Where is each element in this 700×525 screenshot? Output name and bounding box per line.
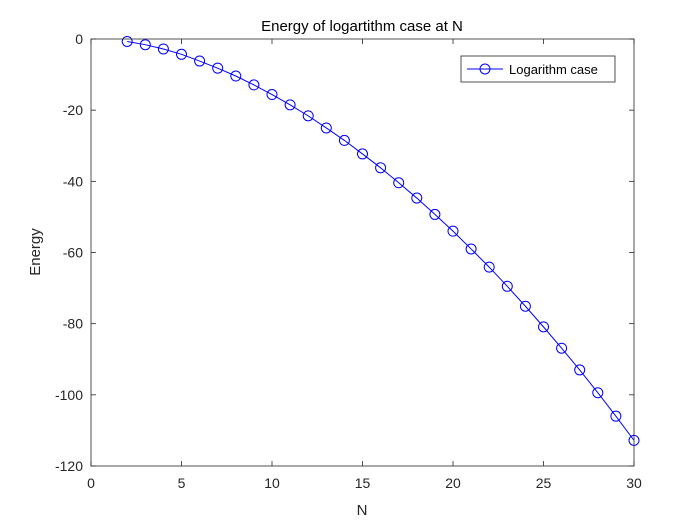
data-point (610, 410, 622, 422)
y-tick-label: -40 (63, 173, 83, 189)
data-point (230, 70, 242, 82)
series-layer (121, 35, 640, 446)
data-point (592, 387, 604, 399)
data-point (556, 342, 568, 354)
x-tick-label: 30 (626, 475, 642, 491)
data-point (411, 192, 423, 204)
y-tick-label: 0 (75, 31, 83, 47)
data-point (121, 35, 133, 47)
y-tick-label: -120 (55, 458, 83, 474)
x-tick-label: 15 (355, 475, 371, 491)
data-point (538, 321, 549, 333)
data-point (320, 122, 332, 134)
x-tick-label: 5 (178, 475, 186, 491)
y-tick-label: -80 (63, 316, 83, 332)
data-point (483, 261, 495, 273)
legend: Logarithm case (460, 55, 616, 83)
y-tick-label: -60 (63, 245, 83, 261)
plot-area (91, 39, 634, 466)
data-point (157, 43, 169, 55)
data-point (338, 134, 350, 146)
data-point (465, 243, 477, 255)
data-point (176, 48, 187, 60)
data-point (248, 79, 260, 91)
data-point (375, 162, 387, 174)
data-point (447, 225, 459, 237)
data-point (574, 364, 586, 376)
data-point (212, 62, 224, 74)
data-point (357, 148, 368, 160)
data-point (284, 99, 296, 111)
x-axis-label: N (357, 502, 368, 519)
legend-entry-label: Logarithm case (509, 62, 598, 77)
data-point (139, 39, 151, 51)
data-point (194, 55, 206, 67)
data-point (429, 208, 441, 220)
data-point (302, 110, 314, 122)
data-point (393, 177, 405, 189)
y-tick-label: -20 (63, 102, 83, 118)
x-tick-label: 10 (264, 475, 280, 491)
y-tick-label: -100 (55, 387, 83, 403)
data-point (501, 280, 513, 292)
data-point (266, 89, 278, 101)
x-tick-label: 20 (445, 475, 461, 491)
legend-marker-sample (479, 63, 491, 75)
x-tick-label: 0 (87, 475, 95, 491)
chart-title: Energy of logartithm case at N (261, 18, 463, 35)
data-point (519, 300, 531, 312)
y-axis-label: Energy (27, 228, 44, 276)
x-tick-label: 25 (536, 475, 552, 491)
axes-layer: 0 5 10 15 20 25 30 0 -20 -40 -60 -80 -100 -120 (55, 31, 642, 491)
series-line (127, 40, 635, 441)
